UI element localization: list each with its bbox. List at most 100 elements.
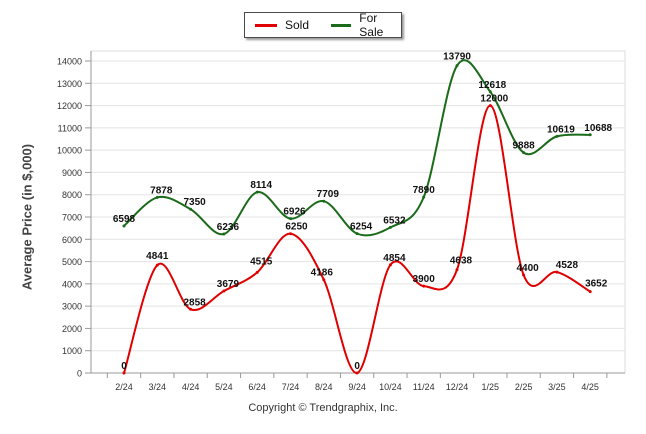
y-axis-title: Average Price (in $,000) <box>19 143 35 291</box>
data-label-sold: 4638 <box>450 256 473 267</box>
data-label-for-sale: 7878 <box>150 185 173 196</box>
data-label-for-sale: 10688 <box>584 123 612 134</box>
data-point-sold <box>155 263 159 267</box>
data-point-sold <box>122 371 126 375</box>
legend-label-sold: Sold <box>285 18 310 32</box>
data-point-sold <box>222 289 226 293</box>
axes: 0 1000 2000 3000 4000 5000 6000 7000 8000 9000 100… <box>57 51 625 392</box>
data-label-sold: 4528 <box>556 260 579 271</box>
data-label-sold: 3900 <box>413 274 436 285</box>
y-tick-label: 1000 <box>62 346 82 356</box>
copyright-text: Copyright © Trendgraphix, Inc. <box>248 402 398 414</box>
y-tick-label: 11000 <box>58 123 82 133</box>
legend-swatch-for-sale <box>331 23 352 27</box>
y-tick-label: 9000 <box>62 168 82 178</box>
y-tick-label: 3000 <box>62 302 82 312</box>
x-tick-label: 9/24 <box>348 382 366 392</box>
data-label-for-sale: 6236 <box>217 222 240 233</box>
data-point-for-sale <box>422 195 426 199</box>
data-labels: 0 4841 2858 3679 4515 6250 4186 0 4854 3900 4638 12… <box>113 52 613 372</box>
data-point-sold <box>355 371 359 375</box>
data-label-sold: 4400 <box>516 263 539 274</box>
y-tick-label: 12000 <box>57 101 82 111</box>
data-label-for-sale: 8114 <box>250 180 272 191</box>
y-tick-label: 6000 <box>62 235 82 245</box>
data-point-sold <box>588 290 592 294</box>
x-tick-label: 2/25 <box>515 382 533 392</box>
data-label-sold: 4841 <box>146 251 169 262</box>
data-point-for-sale <box>388 225 392 229</box>
data-label-for-sale: 13790 <box>443 52 471 63</box>
y-axis-title-wrap: Average Price (in $,000) <box>14 60 40 374</box>
x-tick-label: 4/24 <box>182 382 200 392</box>
y-tick-label: 0 <box>77 369 82 379</box>
y-tick-label: 13000 <box>57 79 82 89</box>
data-label-for-sale: 7890 <box>413 185 436 196</box>
data-label-sold: 3652 <box>585 279 608 290</box>
data-point-for-sale <box>355 232 359 236</box>
data-point-for-sale <box>588 133 592 137</box>
legend-swatch-sold <box>255 23 277 27</box>
x-tick-label: 1/25 <box>482 382 500 392</box>
data-point-for-sale <box>189 207 193 211</box>
data-label-for-sale: 6254 <box>350 222 373 233</box>
y-tick-label: 4000 <box>62 279 82 289</box>
data-point-for-sale <box>122 224 126 228</box>
data-point-for-sale <box>555 134 559 138</box>
legend: Sold For Sale <box>244 11 402 39</box>
data-point-for-sale <box>488 90 492 94</box>
data-label-for-sale: 6926 <box>283 207 306 218</box>
data-point-for-sale <box>522 151 526 155</box>
y-tick-label: 10000 <box>57 146 82 156</box>
series-line-for-sale <box>123 59 591 237</box>
grid-lines <box>90 50 626 374</box>
data-label-for-sale: 6532 <box>383 215 406 226</box>
x-tick-label: 3/25 <box>548 382 566 392</box>
data-label-sold: 0 <box>121 361 127 372</box>
x-tick-label: 11/24 <box>413 382 435 392</box>
data-label-sold: 6250 <box>285 222 308 233</box>
data-label-sold: 4186 <box>311 268 334 279</box>
x-tick-label: 12/24 <box>446 382 469 392</box>
data-point-sold <box>255 270 259 274</box>
y-tick-label: 2000 <box>62 324 82 334</box>
series-lines <box>122 59 592 375</box>
data-label-sold: 0 <box>354 361 360 372</box>
legend-item-sold[interactable]: Sold <box>255 18 309 32</box>
data-point-for-sale <box>322 199 326 203</box>
data-point-sold <box>189 307 193 311</box>
x-tick-label: 10/24 <box>379 382 402 392</box>
data-point-sold <box>322 278 326 282</box>
data-point-sold <box>488 104 492 108</box>
data-label-sold: 12000 <box>480 94 508 105</box>
data-label-sold: 2858 <box>183 297 206 308</box>
data-label-for-sale: 7350 <box>183 197 206 208</box>
data-label-sold: 4515 <box>250 256 273 267</box>
x-tick-label: 3/24 <box>149 382 167 392</box>
data-point-for-sale <box>455 64 459 68</box>
y-tick-label: 7000 <box>62 213 82 223</box>
series-line-sold <box>123 104 591 374</box>
data-point-for-sale <box>222 232 226 236</box>
data-label-sold: 4854 <box>383 253 406 264</box>
data-label-for-sale: 7709 <box>317 189 340 200</box>
x-tick-label: 7/24 <box>282 382 300 392</box>
legend-item-for-sale[interactable]: For Sale <box>331 11 401 39</box>
data-point-sold <box>455 268 459 272</box>
legend-label-for-sale: For Sale <box>359 11 384 39</box>
x-tick-label: 5/24 <box>215 382 233 392</box>
data-point-sold <box>522 273 526 277</box>
y-tick-label: 8000 <box>62 190 82 200</box>
data-label-for-sale: 12618 <box>478 80 506 91</box>
data-point-sold <box>555 270 559 274</box>
data-point-for-sale <box>255 190 259 194</box>
y-tick-label: 14000 <box>57 57 82 67</box>
data-point-sold <box>422 284 426 288</box>
data-point-for-sale <box>289 217 292 221</box>
data-point-sold <box>388 263 392 267</box>
data-label-sold: 3679 <box>217 279 240 290</box>
x-tick-label: 2/24 <box>115 382 133 392</box>
data-label-for-sale: 9888 <box>512 141 535 152</box>
y-tick-label: 5000 <box>62 257 82 267</box>
